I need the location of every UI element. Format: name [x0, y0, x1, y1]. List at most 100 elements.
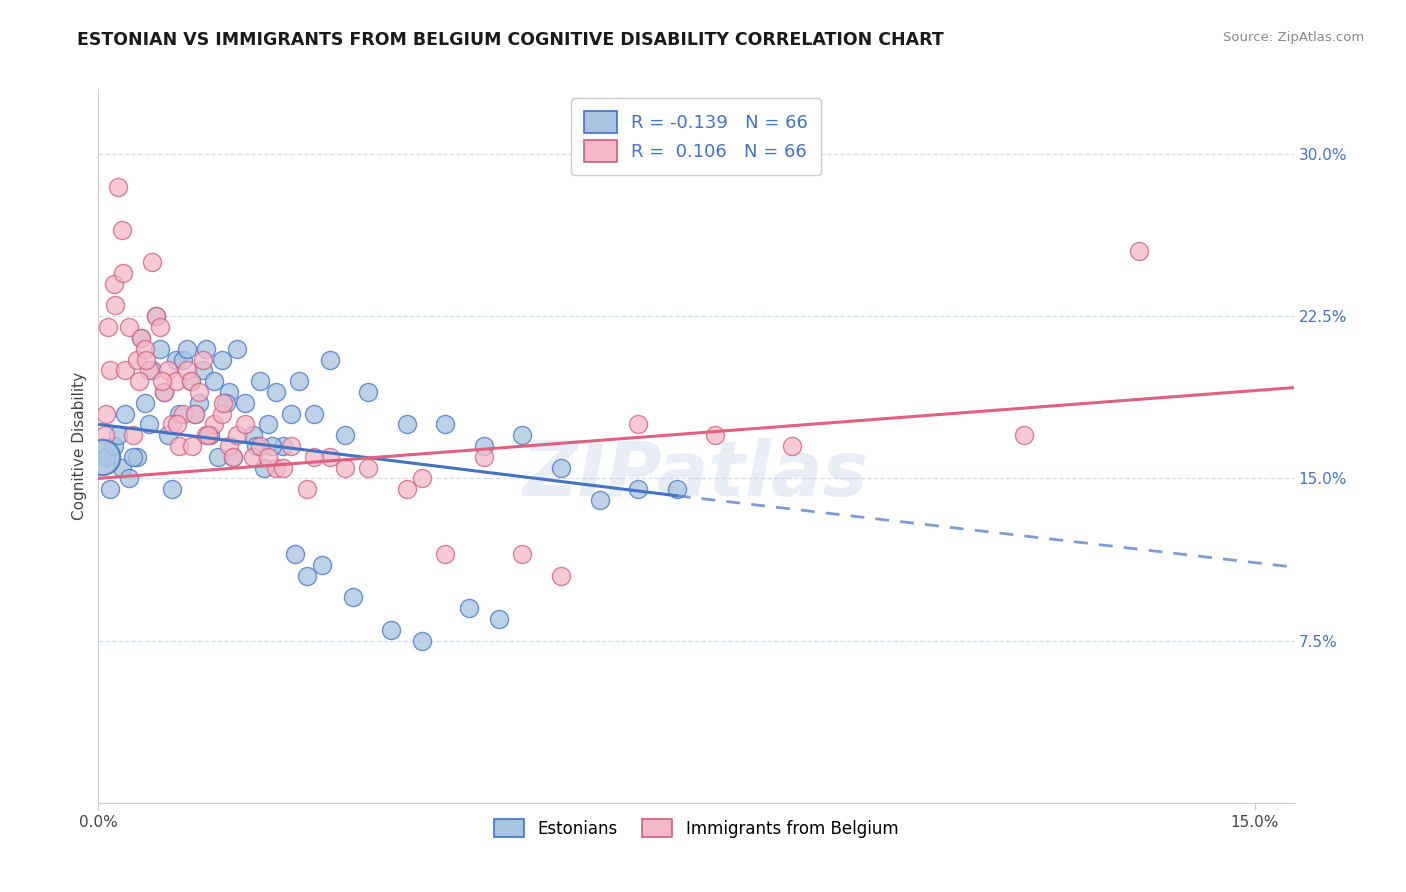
Point [264, 384, 287, 399]
Point [257, 450, 280, 464]
Point [588, 493, 610, 508]
Point [165, 374, 187, 388]
Point [169, 407, 191, 421]
Point [200, 428, 222, 442]
Point [110, 460, 132, 475]
Point [202, 417, 225, 432]
Point [195, 428, 218, 442]
Point [149, 342, 172, 356]
Point [260, 439, 283, 453]
Point [150, 374, 173, 388]
Point [112, 266, 135, 280]
Point [138, 363, 160, 377]
Point [107, 428, 129, 442]
Point [233, 417, 256, 432]
Point [411, 471, 433, 485]
Point [180, 374, 202, 388]
Point [122, 450, 145, 464]
Point [160, 417, 183, 432]
Point [98, 363, 121, 377]
Point [284, 547, 307, 561]
Point [103, 277, 125, 291]
Point [184, 407, 207, 421]
Point [169, 439, 191, 453]
Point [153, 384, 176, 399]
Point [257, 417, 280, 432]
Point [181, 439, 204, 453]
Point [141, 255, 163, 269]
Point [304, 407, 326, 421]
Point [295, 568, 318, 582]
Point [110, 223, 132, 237]
Point [153, 384, 176, 399]
Point [704, 428, 727, 442]
Point [295, 482, 318, 496]
Point [212, 396, 235, 410]
Point [135, 352, 157, 367]
Point [333, 460, 356, 475]
Point [242, 428, 264, 442]
Point [149, 320, 172, 334]
Point [114, 407, 136, 421]
Point [129, 331, 152, 345]
Point [627, 417, 650, 432]
Point [176, 363, 198, 377]
Point [160, 482, 183, 496]
Point [104, 298, 127, 312]
Point [304, 450, 326, 464]
Point [253, 460, 276, 475]
Point [782, 439, 804, 453]
Y-axis label: Cognitive Disability: Cognitive Disability [72, 372, 87, 520]
Point [218, 384, 240, 399]
Point [273, 460, 295, 475]
Point [129, 331, 152, 345]
Point [202, 374, 225, 388]
Point [319, 352, 342, 367]
Point [134, 396, 156, 410]
Point [357, 384, 380, 399]
Point [172, 352, 194, 367]
Point [195, 342, 218, 356]
Point [249, 439, 271, 453]
Text: ZIPatlas: ZIPatlas [523, 438, 869, 511]
Point [226, 342, 249, 356]
Point [222, 450, 245, 464]
Point [627, 482, 650, 496]
Point [122, 428, 145, 442]
Point [273, 439, 295, 453]
Point [222, 450, 245, 464]
Point [156, 363, 179, 377]
Point [191, 352, 214, 367]
Point [242, 450, 264, 464]
Point [434, 547, 457, 561]
Point [319, 450, 342, 464]
Point [233, 396, 256, 410]
Point [156, 428, 179, 442]
Point [488, 612, 510, 626]
Point [342, 591, 364, 605]
Point [94, 407, 117, 421]
Point [91, 450, 114, 464]
Point [226, 428, 249, 442]
Legend: Estonians, Immigrants from Belgium: Estonians, Immigrants from Belgium [486, 813, 905, 845]
Point [311, 558, 333, 572]
Point [103, 439, 125, 453]
Point [125, 352, 148, 367]
Point [264, 460, 287, 475]
Point [166, 417, 188, 432]
Point [97, 320, 120, 334]
Point [180, 374, 202, 388]
Point [107, 179, 129, 194]
Point [93, 428, 115, 442]
Point [94, 450, 117, 464]
Point [472, 450, 495, 464]
Point [512, 428, 534, 442]
Point [145, 310, 167, 324]
Point [411, 633, 433, 648]
Point [128, 374, 150, 388]
Point [118, 320, 141, 334]
Point [357, 460, 380, 475]
Point [145, 310, 167, 324]
Point [187, 384, 209, 399]
Point [288, 374, 311, 388]
